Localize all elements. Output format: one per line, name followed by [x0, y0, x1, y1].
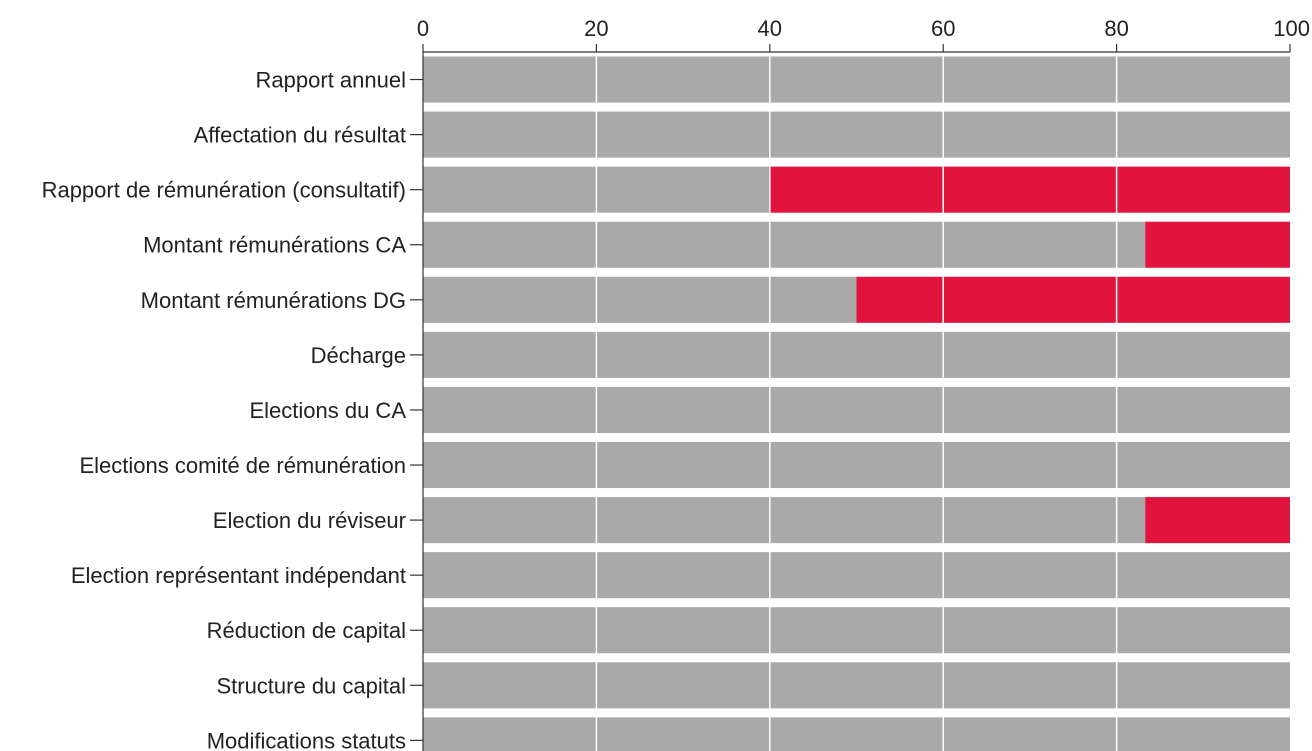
- bar-grey-12: [423, 717, 1290, 751]
- x-tick-label: 20: [584, 16, 608, 41]
- category-label: Elections du CA: [249, 398, 406, 423]
- category-label: Modifications statuts: [207, 728, 406, 751]
- bars-layer: [423, 56, 1290, 751]
- bar-grey-5: [423, 331, 1290, 378]
- bar-grey-4: [423, 276, 857, 323]
- axis-layer: [410, 44, 1291, 751]
- bar-red-3: [1145, 221, 1290, 268]
- bar-grey-10: [423, 607, 1290, 654]
- bar-grey-11: [423, 662, 1290, 709]
- x-tick-label: 40: [758, 16, 782, 41]
- category-label: Election du réviseur: [213, 508, 406, 533]
- bar-grey-3: [423, 221, 1146, 268]
- category-label: Rapport annuel: [256, 68, 406, 93]
- x-tick-label: 100: [1273, 16, 1310, 41]
- x-tick-label: 80: [1104, 16, 1128, 41]
- bar-red-2: [769, 166, 1290, 213]
- category-label: Montant rémunérations CA: [143, 233, 406, 258]
- bar-grey-0: [423, 56, 1290, 103]
- labels-layer: Rapport annuel Affectation du résultat Rap…: [42, 16, 1310, 751]
- grid-layer: [595, 52, 1118, 751]
- bar-grey-6: [423, 386, 1290, 433]
- bar-grey-8: [423, 497, 1146, 544]
- category-label: Réduction de capital: [207, 618, 406, 643]
- category-label: Elections comité de rémunération: [80, 453, 407, 478]
- category-label: Structure du capital: [216, 673, 406, 698]
- bar-grey-9: [423, 552, 1290, 599]
- category-label: Rapport de rémunération (consultatif): [42, 178, 406, 203]
- x-tick-label: 0: [417, 16, 429, 41]
- category-label: Décharge: [311, 343, 406, 368]
- category-label: Election représentant indépendant: [71, 563, 406, 588]
- category-label: Montant rémunérations DG: [141, 288, 406, 313]
- bar-red-4: [856, 276, 1290, 323]
- bar-red-8: [1145, 497, 1290, 544]
- bar-grey-1: [423, 111, 1290, 158]
- x-tick-label: 60: [931, 16, 955, 41]
- bar-grey-7: [423, 441, 1290, 489]
- category-label: Affectation du résultat: [194, 123, 406, 148]
